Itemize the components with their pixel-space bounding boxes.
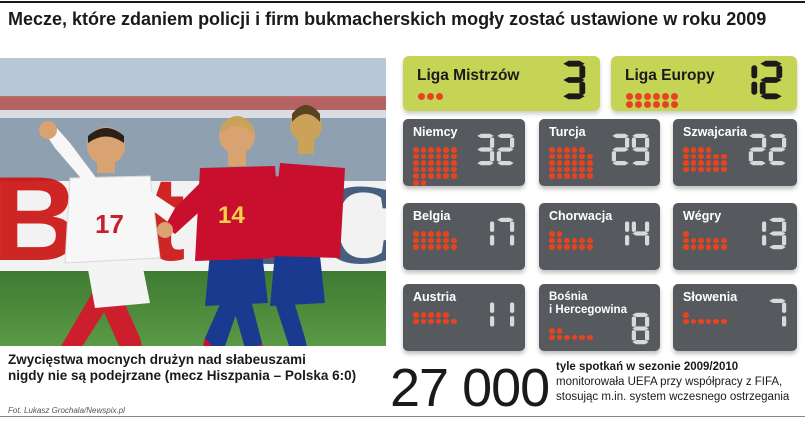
svg-text:17: 17 xyxy=(95,209,124,239)
svg-text:14: 14 xyxy=(218,202,245,229)
